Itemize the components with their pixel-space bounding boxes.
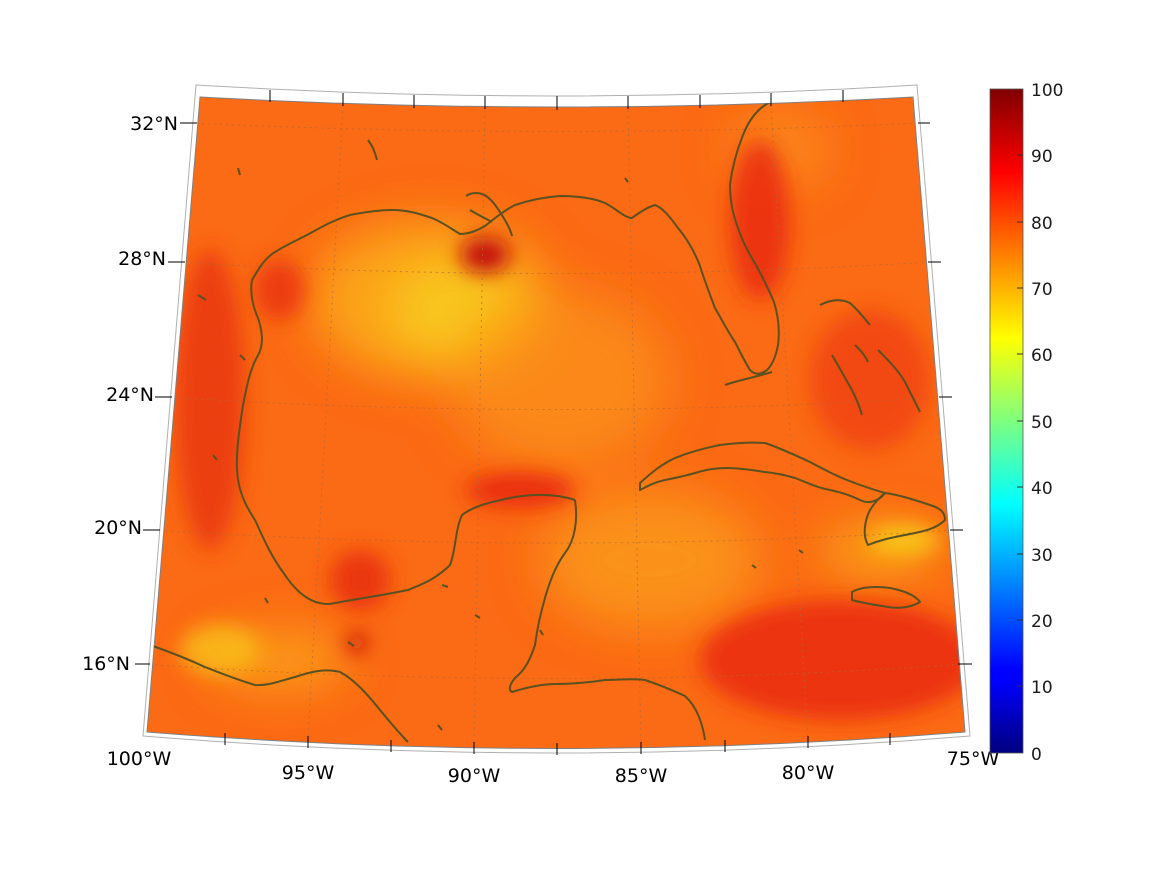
lon-label-100w: 100°W — [107, 748, 172, 770]
colorbar-label-30: 30 — [1031, 546, 1053, 566]
coastline-yucatan-central-america — [508, 499, 706, 741]
field-heatmap — [147, 97, 965, 749]
coastline-gulf-mainland — [235, 97, 781, 606]
colorbar-label-90: 90 — [1031, 147, 1053, 167]
colorbar-label-50: 50 — [1031, 413, 1053, 433]
frame-ticks — [135, 90, 972, 755]
lon-label-85w: 85°W — [615, 765, 668, 787]
coastline-hispaniola — [863, 492, 946, 546]
colorbar-label-100: 100 — [1031, 81, 1063, 101]
lat-label-24n: 24°N — [106, 384, 154, 406]
longitude-labels: 100°W 95°W 90°W 85°W 80°W 75°W — [107, 748, 1000, 787]
colorbar-label-0: 0 — [1031, 745, 1042, 765]
coastline-bahamas — [819, 299, 921, 416]
colorbar-label-20: 20 — [1031, 612, 1053, 632]
colorbar-ticks — [1017, 154, 1023, 687]
lon-label-75w: 75°W — [947, 748, 1000, 770]
colorbar: 100 90 80 70 60 50 40 30 20 10 0 — [989, 81, 1063, 765]
colorbar-label-60: 60 — [1031, 346, 1053, 366]
coastline-jamaica — [851, 586, 921, 609]
colorbar-label-80: 80 — [1031, 214, 1053, 234]
colorbar-label-70: 70 — [1031, 280, 1053, 300]
colorbar-label-10: 10 — [1031, 678, 1053, 698]
lat-label-28n: 28°N — [118, 248, 166, 270]
coastline-cuba — [639, 441, 886, 503]
colorbar-label-40: 40 — [1031, 479, 1053, 499]
coastlines — [149, 97, 946, 743]
lon-label-80w: 80°W — [782, 762, 835, 784]
lon-label-95w: 95°W — [282, 762, 335, 784]
coastline-pensacola-islands — [465, 192, 513, 237]
graticule — [147, 104, 965, 749]
map-frame — [146, 96, 966, 749]
latitude-labels: 32°N 28°N 24°N 20°N 16°N — [82, 113, 178, 675]
coastline-small-islands — [197, 139, 804, 731]
lat-label-32n: 32°N — [130, 113, 178, 135]
lon-label-90w: 90°W — [448, 765, 501, 787]
coastline-florida-keys — [724, 371, 773, 386]
lat-label-16n: 16°N — [82, 653, 130, 675]
lat-label-20n: 20°N — [94, 517, 142, 539]
coastline-mexico-pacific — [149, 644, 409, 743]
map-frame-outer — [142, 84, 971, 754]
